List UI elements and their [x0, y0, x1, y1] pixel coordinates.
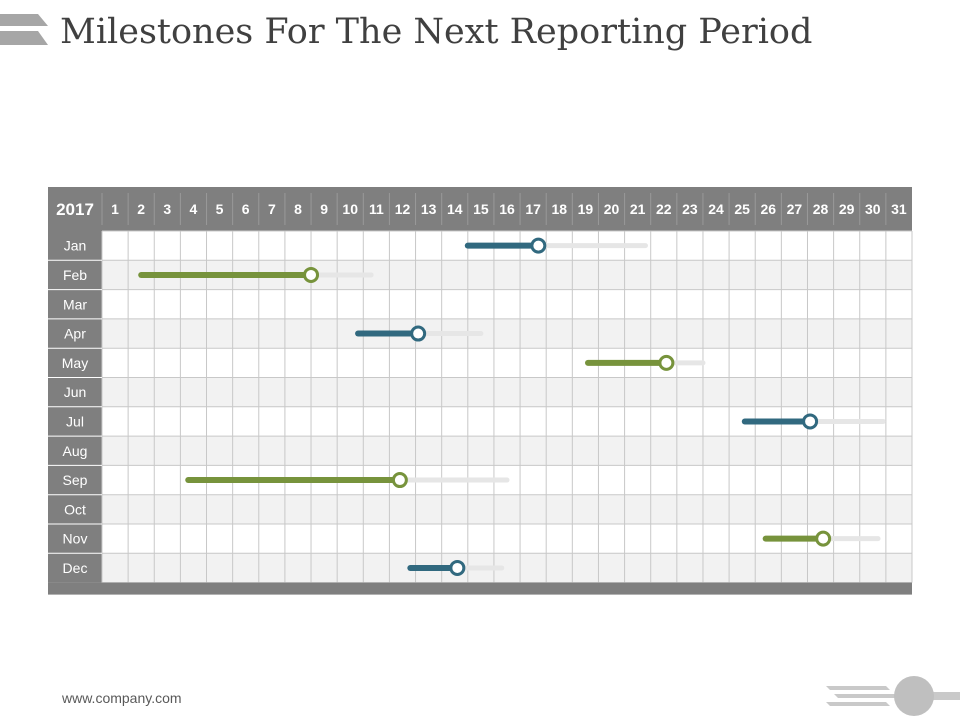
- day-header-4: 4: [190, 201, 198, 217]
- day-header-3: 3: [163, 201, 171, 217]
- month-label-may: May: [62, 355, 88, 371]
- month-cell: [48, 494, 102, 524]
- header-bar: [48, 187, 912, 231]
- month-cell: [48, 406, 102, 437]
- row-bg: [102, 553, 912, 583]
- day-header-14: 14: [447, 201, 463, 217]
- day-header-22: 22: [656, 201, 672, 217]
- day-header-23: 23: [682, 201, 698, 217]
- month-cell: [48, 231, 102, 261]
- month-cell: [48, 289, 102, 319]
- month-label-apr: Apr: [64, 326, 86, 342]
- milestone-marker-feb: [303, 266, 320, 283]
- day-header-8: 8: [294, 201, 302, 217]
- month-cell: [48, 260, 102, 290]
- milestone-marker-nov: [815, 530, 832, 547]
- month-cell: [48, 436, 102, 466]
- day-header-17: 17: [525, 201, 541, 217]
- milestone-marker-apr: [410, 325, 427, 342]
- day-header-31: 31: [891, 201, 907, 217]
- day-header-19: 19: [578, 201, 594, 217]
- day-header-9: 9: [320, 201, 328, 217]
- month-label-jun: Jun: [64, 384, 87, 400]
- day-header-26: 26: [761, 201, 777, 217]
- row-bg: [102, 377, 912, 407]
- day-header-28: 28: [813, 201, 829, 217]
- milestone-marker-may: [658, 354, 675, 371]
- day-header-5: 5: [216, 201, 224, 217]
- year-label: 2017: [56, 200, 94, 219]
- milestone-marker-jan: [530, 237, 547, 254]
- day-header-1: 1: [111, 201, 119, 217]
- day-header-15: 15: [473, 201, 489, 217]
- day-header-27: 27: [787, 201, 803, 217]
- day-header-11: 11: [369, 201, 384, 217]
- day-header-30: 30: [865, 201, 881, 217]
- day-header-25: 25: [734, 201, 750, 217]
- page-title: Milestones For The Next Reporting Period: [60, 12, 813, 52]
- day-header-29: 29: [839, 201, 855, 217]
- day-header-10: 10: [342, 201, 358, 217]
- row-bg: [102, 318, 912, 349]
- footer-url: www.company.com: [62, 690, 182, 706]
- footer-bar: [48, 582, 912, 595]
- row-bg: [102, 494, 912, 524]
- month-label-jul: Jul: [66, 413, 84, 429]
- footer-decoration-icon: [826, 676, 960, 716]
- day-header-7: 7: [268, 201, 276, 217]
- day-header-21: 21: [630, 201, 646, 217]
- month-cell: [48, 377, 102, 407]
- row-bg: [102, 524, 912, 554]
- row-bg: [102, 436, 912, 466]
- month-label-feb: Feb: [63, 267, 87, 283]
- day-header-6: 6: [242, 201, 250, 217]
- day-header-16: 16: [499, 201, 515, 217]
- milestone-marker-jul: [802, 413, 819, 430]
- month-cell: [48, 465, 102, 495]
- month-label-nov: Nov: [63, 531, 88, 547]
- month-label-mar: Mar: [63, 296, 87, 312]
- day-header-2: 2: [137, 201, 145, 217]
- row-bg: [102, 406, 912, 437]
- milestone-marker-sep: [391, 472, 408, 489]
- month-label-dec: Dec: [63, 560, 88, 576]
- row-bg: [102, 348, 912, 378]
- month-label-jan: Jan: [64, 238, 87, 254]
- month-label-aug: Aug: [63, 443, 88, 459]
- row-bg: [102, 289, 912, 319]
- milestone-marker-dec: [449, 559, 466, 576]
- day-header-18: 18: [551, 201, 567, 217]
- month-label-oct: Oct: [64, 501, 86, 517]
- month-cell: [48, 524, 102, 554]
- day-header-13: 13: [421, 201, 437, 217]
- month-cell: [48, 318, 102, 349]
- day-header-12: 12: [395, 201, 411, 217]
- day-header-20: 20: [604, 201, 620, 217]
- row-bg: [102, 465, 912, 495]
- month-cell: [48, 553, 102, 583]
- month-label-sep: Sep: [63, 472, 88, 488]
- logo-bars-icon: [0, 14, 48, 45]
- month-cell: [48, 348, 102, 378]
- row-bg: [102, 231, 912, 261]
- day-header-24: 24: [708, 201, 724, 217]
- row-bg: [102, 260, 912, 290]
